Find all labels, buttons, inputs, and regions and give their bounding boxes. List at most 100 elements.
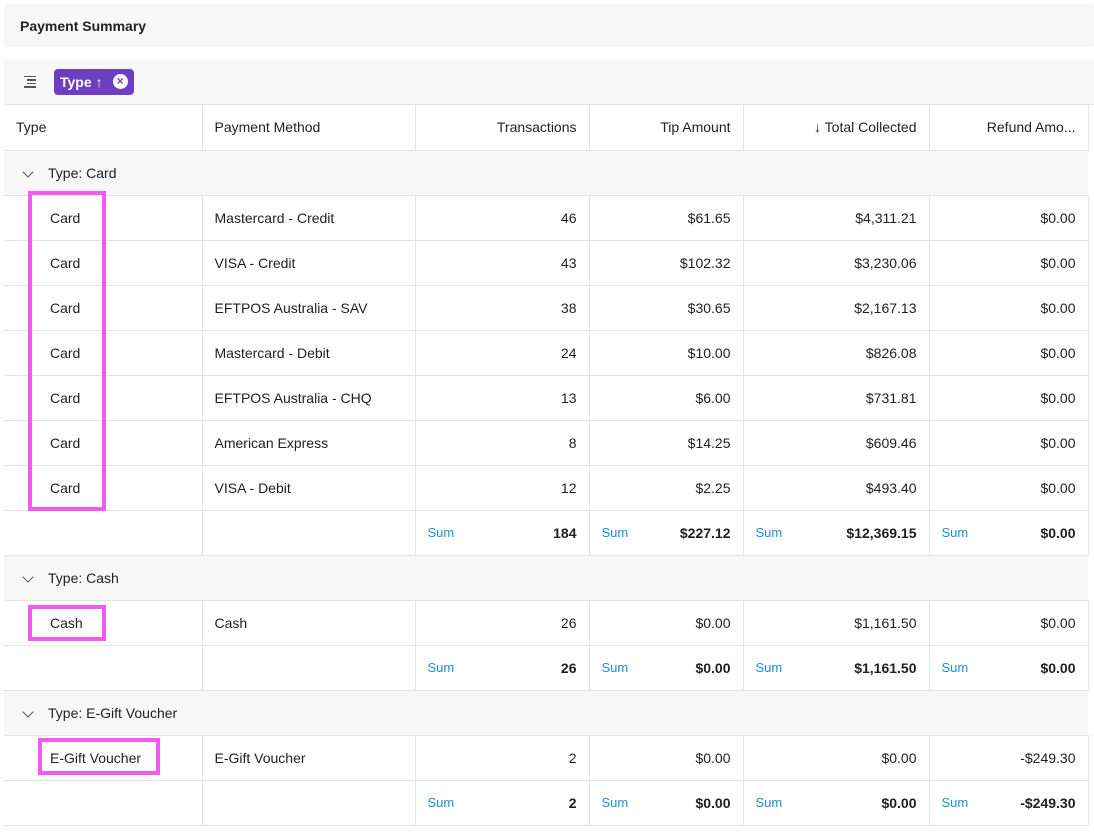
sum-label: Sum	[601, 524, 629, 540]
total-collected-cell: $826.08	[743, 330, 930, 376]
transactions-cell: 46	[415, 195, 590, 241]
sum-label: Sum	[601, 659, 629, 675]
sum-total-cell: Sum $12,369.15	[743, 510, 930, 556]
sum-refund-cell: Sum $0.00	[929, 510, 1089, 556]
table-row[interactable]: Card Mastercard - Credit 46 $61.65 $4,311.21…	[4, 195, 1089, 241]
page-title: Payment Summary	[4, 4, 1094, 47]
sort-ascending-icon: ↑	[95, 73, 103, 90]
sum-label: Sum	[755, 659, 783, 675]
type-cell: Card	[4, 465, 203, 511]
table-row[interactable]: Card EFTPOS Australia - SAV 38 $30.65 $2,167…	[4, 285, 1089, 331]
refund-amount-cell: $0.00	[929, 195, 1089, 241]
payment-method-cell: E-Gift Voucher	[202, 735, 416, 781]
group-header[interactable]: Type: Card	[4, 150, 1088, 196]
payment-method-cell: VISA - Credit	[202, 240, 416, 286]
column-menu-icon[interactable]	[22, 75, 36, 88]
sum-row: Sum 26 Sum $0.00 Sum $1,161.50 Sum $0.00	[4, 645, 1089, 691]
payment-method-cell: EFTPOS Australia - CHQ	[202, 375, 416, 421]
transactions-cell: 12	[415, 465, 590, 511]
table-header-row: Type Payment Method Transactions Tip Amo…	[4, 105, 1089, 151]
type-cell: Card	[4, 240, 203, 286]
transactions-cell: 24	[415, 330, 590, 376]
refund-amount-cell: $0.00	[929, 465, 1089, 511]
refund-amount-cell: $0.00	[929, 600, 1089, 646]
total-collected-cell: $3,230.06	[743, 240, 930, 286]
type-cell: Card	[4, 285, 203, 331]
sum-label: Sum	[427, 524, 455, 540]
payment-method-cell: American Express	[202, 420, 416, 466]
payment-table: Type Payment Method Transactions Tip Amo…	[4, 105, 1089, 826]
tip-amount-cell: $2.25	[589, 465, 744, 511]
payment-method-cell: Cash	[202, 600, 416, 646]
empty-cell	[4, 780, 203, 826]
refund-amount-cell: $0.00	[929, 285, 1089, 331]
sum-total-cell: Sum $0.00	[743, 780, 930, 826]
table-row[interactable]: Card American Express 8 $14.25 $609.46 $0.00	[4, 420, 1089, 466]
sum-label: Sum	[941, 794, 969, 810]
total-collected-cell: $4,311.21	[743, 195, 930, 241]
sum-value: $0.00	[1040, 524, 1076, 541]
total-collected-cell: $0.00	[743, 735, 930, 781]
table-row[interactable]: Cash Cash 26 $0.00 $1,161.50 $0.00	[4, 600, 1089, 646]
sum-value: 184	[553, 524, 577, 541]
sum-value: $0.00	[695, 659, 731, 676]
tip-amount-cell: $6.00	[589, 375, 744, 421]
refund-amount-cell: $0.00	[929, 420, 1089, 466]
group-header[interactable]: Type: Cash	[4, 555, 1088, 601]
sum-value: $12,369.15	[846, 524, 917, 541]
sum-value: $1,161.50	[854, 659, 917, 676]
group-label: Type: Card	[48, 164, 117, 181]
empty-cell	[4, 645, 203, 691]
transactions-cell: 8	[415, 420, 590, 466]
table-row[interactable]: Card EFTPOS Australia - CHQ 13 $6.00 $731.81…	[4, 375, 1089, 421]
sum-transactions-cell: Sum 2	[415, 780, 590, 826]
refund-amount-cell: $0.00	[929, 375, 1089, 421]
column-header-total-collected[interactable]: ↓ Total Collected	[743, 105, 930, 151]
close-icon[interactable]: ×	[112, 74, 128, 89]
column-header-payment-method[interactable]: Payment Method	[202, 105, 416, 151]
refund-amount-cell: $0.00	[929, 330, 1089, 376]
sum-label: Sum	[941, 659, 969, 675]
group-label: Type: Cash	[48, 569, 119, 586]
group-row[interactable]: Type: Card	[4, 150, 1088, 196]
group-row[interactable]: Type: E-Gift Voucher	[4, 690, 1088, 736]
column-header-transactions[interactable]: Transactions	[415, 105, 590, 151]
table-row[interactable]: Card Mastercard - Debit 24 $10.00 $826.08 $0.…	[4, 330, 1089, 376]
total-collected-cell: $493.40	[743, 465, 930, 511]
chevron-down-icon[interactable]	[22, 165, 34, 178]
group-header[interactable]: Type: E-Gift Voucher	[4, 690, 1088, 736]
sum-label: Sum	[427, 794, 455, 810]
tip-amount-cell: $102.32	[589, 240, 744, 286]
sum-label: Sum	[601, 794, 629, 810]
sum-transactions-cell: Sum 26	[415, 645, 590, 691]
column-header-refund-amount[interactable]: Refund Amo...	[929, 105, 1089, 151]
table-row[interactable]: E-Gift Voucher E-Gift Voucher 2 $0.00 $0.00-…	[4, 735, 1089, 781]
transactions-cell: 43	[415, 240, 590, 286]
chevron-down-icon[interactable]	[22, 570, 34, 583]
group-row[interactable]: Type: Cash	[4, 555, 1088, 601]
sum-tip-cell: Sum $0.00	[589, 780, 744, 826]
sum-value: $0.00	[881, 794, 917, 811]
empty-cell	[202, 780, 416, 826]
sum-row: Sum 184 Sum $227.12 Sum $12,369.15 Sum $0.00	[4, 510, 1089, 556]
total-collected-cell: $731.81	[743, 375, 930, 421]
chevron-down-icon[interactable]	[22, 705, 34, 718]
type-cell: Card	[4, 330, 203, 376]
total-collected-cell: $2,167.13	[743, 285, 930, 331]
transactions-cell: 26	[415, 600, 590, 646]
column-header-tip-amount[interactable]: Tip Amount	[589, 105, 744, 151]
sum-refund-cell: Sum $0.00	[929, 645, 1089, 691]
sum-value: 2	[568, 794, 577, 811]
type-cell: E-Gift Voucher	[4, 735, 203, 781]
tip-amount-cell: $61.65	[589, 195, 744, 241]
sort-chip-type[interactable]: Type ↑ ×	[54, 68, 134, 95]
sum-transactions-cell: Sum 184	[415, 510, 590, 556]
table-row[interactable]: Card VISA - Credit 43 $102.32 $3,230.06 $0.00	[4, 240, 1089, 286]
empty-cell	[4, 510, 203, 556]
column-header-type[interactable]: Type	[4, 105, 203, 151]
empty-cell	[202, 510, 416, 556]
table-row[interactable]: Card VISA - Debit 12 $2.25 $493.40 $0.00	[4, 465, 1089, 511]
sum-tip-cell: Sum $227.12	[589, 510, 744, 556]
sum-label: Sum	[755, 794, 783, 810]
type-cell: Card	[4, 420, 203, 466]
